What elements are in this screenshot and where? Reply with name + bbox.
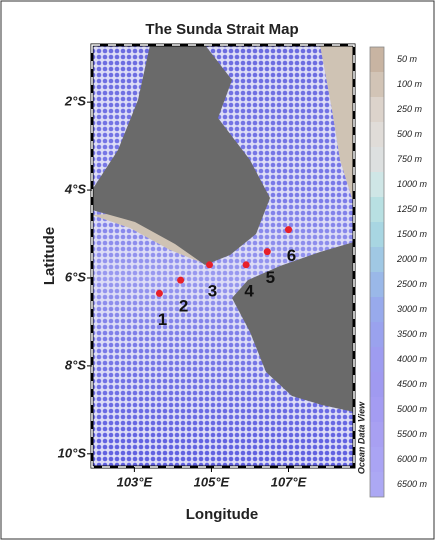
colorbar-label: 2000 m <box>396 254 428 264</box>
colorbar-frame <box>369 46 385 498</box>
colorbar-swatch <box>370 97 384 122</box>
colorbar-label: 4000 m <box>397 354 428 364</box>
station-label: 2 <box>179 297 188 316</box>
colorbar-label: 50 m <box>397 54 418 64</box>
colorbar-swatch <box>370 372 384 397</box>
colorbar-label: 1500 m <box>397 229 428 239</box>
colorbar-label: 5000 m <box>397 404 428 414</box>
colorbar-label: 250 m <box>396 104 423 114</box>
colorbar-swatch <box>370 197 384 222</box>
colorbar-label: 1000 m <box>397 179 428 189</box>
watermark: Ocean Data View <box>356 401 366 474</box>
colorbar-swatch <box>370 72 384 97</box>
colorbar-label: 6000 m <box>397 454 428 464</box>
y-tick-label: 4°S <box>64 182 86 197</box>
colorbar-swatch <box>370 322 384 347</box>
station-label: 1 <box>158 310 167 329</box>
x-axis-label: Longitude <box>186 506 258 523</box>
station-marker <box>155 289 163 297</box>
station-marker <box>242 261 250 269</box>
x-tick-label: 103°E <box>117 474 153 489</box>
colorbar-swatch <box>370 347 384 372</box>
colorbar-swatch <box>370 222 384 247</box>
colorbar-label: 4500 m <box>397 379 428 389</box>
colorbar-swatch <box>370 447 384 472</box>
station-marker <box>177 276 185 284</box>
colorbar-label: 100 m <box>397 79 423 89</box>
station-label: 5 <box>266 268 275 287</box>
colorbar-label: 500 m <box>397 129 423 139</box>
station-marker <box>206 261 214 269</box>
map-title: The Sunda Strait Map <box>145 21 298 38</box>
station-label: 3 <box>208 281 217 300</box>
y-tick-label: 10°S <box>58 445 87 460</box>
colorbar-label: 2500 m <box>396 279 428 289</box>
colorbar-swatch <box>370 397 384 422</box>
y-tick-label: 8°S <box>65 357 86 372</box>
y-axis-label: Latitude <box>41 227 58 285</box>
y-tick-label: 2°S <box>64 94 86 109</box>
colorbar-swatch <box>370 47 384 72</box>
station-marker <box>263 248 271 256</box>
colorbar-label: 6500 m <box>397 479 428 489</box>
shelf <box>92 212 200 262</box>
land-java <box>232 242 354 412</box>
station-label: 4 <box>244 281 254 300</box>
colorbar-swatch <box>370 297 384 322</box>
colorbar-label: 5500 m <box>397 429 428 439</box>
y-tick-label: 6°S <box>65 269 86 284</box>
station-label: 6 <box>287 246 296 265</box>
colorbar-swatch <box>370 247 384 272</box>
shelf <box>320 45 354 205</box>
station-marker <box>285 226 292 234</box>
map-frame <box>91 44 355 468</box>
x-tick-label: 105°E <box>194 474 230 489</box>
colorbar-swatch <box>370 272 384 297</box>
colorbar-swatch <box>370 172 384 197</box>
x-tick-label: 107°E <box>271 474 307 489</box>
land-sumatra <box>92 45 270 265</box>
colorbar-swatch <box>370 422 384 447</box>
colorbar-swatch <box>370 147 384 172</box>
colorbar-swatch <box>370 472 384 497</box>
colorbar-label: 3000 m <box>397 304 428 314</box>
colorbar-label: 1250 m <box>397 204 428 214</box>
colorbar-label: 750 m <box>397 154 423 164</box>
colorbar-label: 3500 m <box>397 329 428 339</box>
colorbar-swatch <box>370 122 384 147</box>
